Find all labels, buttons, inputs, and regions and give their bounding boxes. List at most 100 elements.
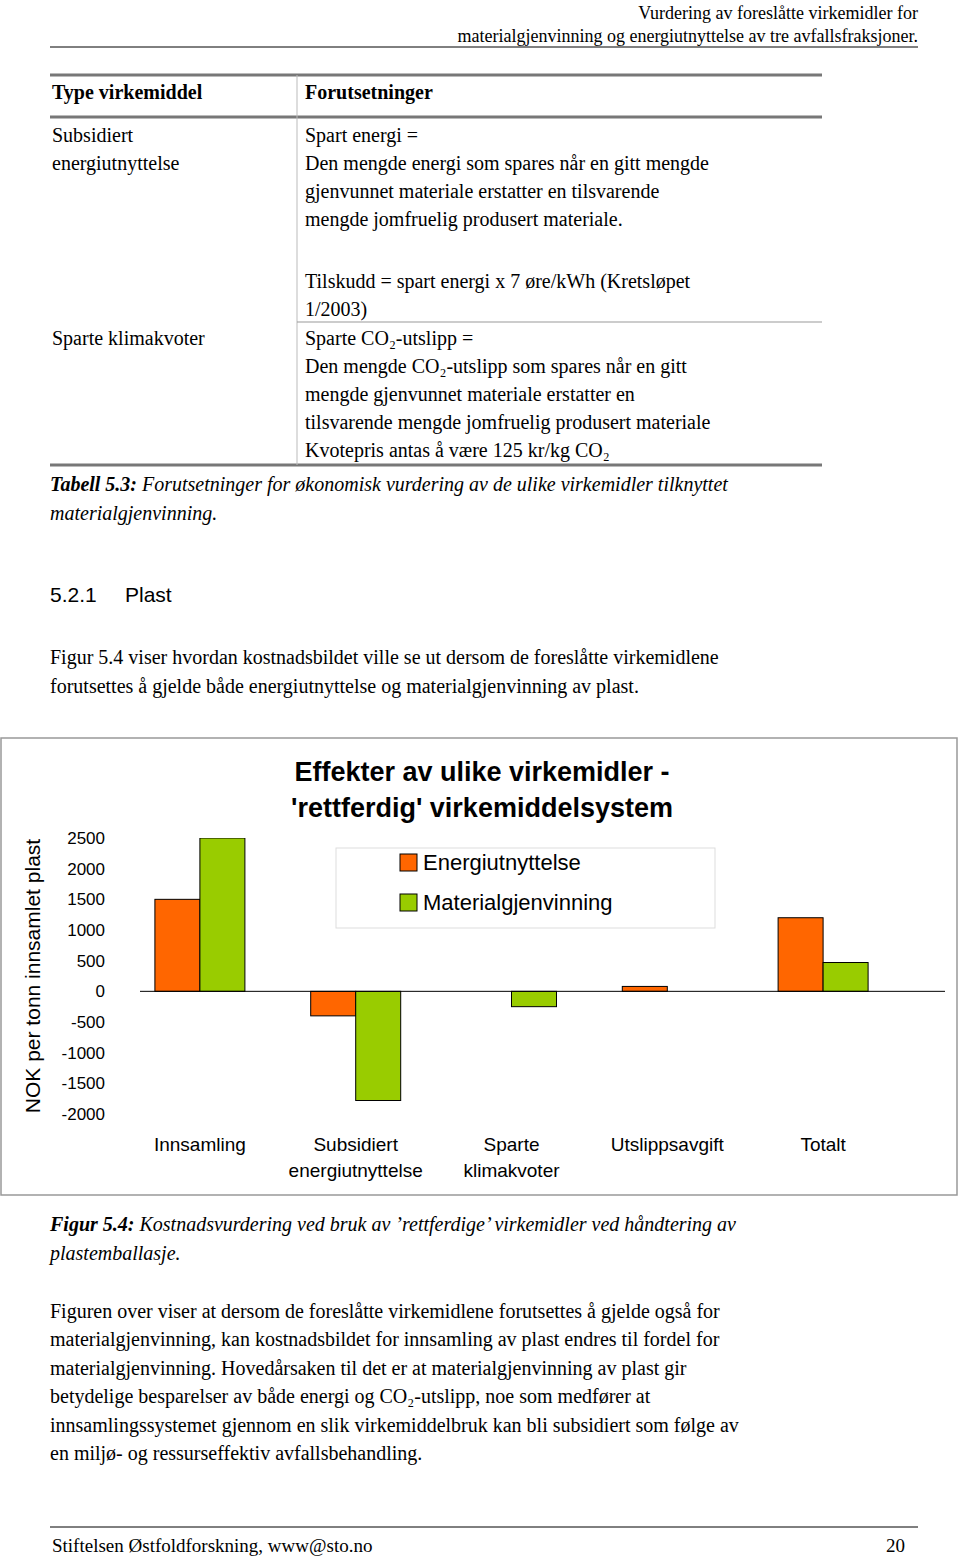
running-header: materialgjenvinning og energiutnyttelse … bbox=[457, 26, 918, 46]
table-cell: tilsvarende mengde jomfruelig produsert … bbox=[305, 411, 711, 434]
y-tick-label: -1500 bbox=[62, 1074, 105, 1093]
y-tick bbox=[110, 960, 116, 961]
x-tick-label-line: Subsidiert bbox=[313, 1134, 398, 1155]
chart-title: Effekter av ulike virkemidler - bbox=[294, 757, 669, 787]
paragraph-line: en miljø- og ressurseffektiv avfallsbeha… bbox=[50, 1442, 422, 1465]
bar bbox=[311, 991, 356, 1016]
caption-text: Forutsetninger for økonomisk vurdering a… bbox=[141, 473, 728, 496]
x-tick-label: Utslippsavgift bbox=[611, 1134, 725, 1155]
running-header: Vurdering av foreslåtte virkemidler for bbox=[638, 3, 918, 23]
y-tick-label: -500 bbox=[71, 1013, 105, 1032]
figure-caption: plastemballasje. bbox=[48, 1242, 181, 1265]
paragraph-line: forutsettes å gjelde både energiutnyttel… bbox=[50, 675, 639, 698]
table: Type virkemiddel Forutsetninger Subsidiert… bbox=[50, 75, 822, 465]
legend-label: Energiutnyttelse bbox=[423, 850, 581, 875]
section-number: 5.2.1 bbox=[50, 583, 97, 606]
table-cell: Kvotepris antas å være 125 kr/kg CO₂ bbox=[305, 439, 610, 462]
table-cell: 1/2003) bbox=[305, 298, 367, 321]
legend: Energiutnyttelse Materialgjenvinning bbox=[336, 848, 715, 928]
table-cell: energiutnyttelse bbox=[52, 152, 179, 175]
caption-label: Tabell 5.3: bbox=[50, 473, 137, 495]
table-cell: Tilskudd = spart energi x 7 øre/kWh (Kre… bbox=[305, 270, 691, 293]
table-cell: mengde gjenvunnet materiale erstatter en bbox=[305, 383, 635, 406]
paragraph-line: innsamlingssystemet gjennom en slik virk… bbox=[50, 1414, 739, 1437]
y-axis-label: NOK per tonn innsamlet plast bbox=[21, 839, 44, 1113]
x-tick-label-line: Innsamling bbox=[154, 1134, 246, 1155]
table-cell: Spart energi = bbox=[305, 124, 418, 147]
table-caption: materialgjenvinning. bbox=[50, 502, 217, 525]
table-cell: Subsidiert bbox=[52, 124, 134, 146]
caption-label: Figur 5.4: bbox=[49, 1213, 134, 1236]
table-cell: Den mengde energi som spares når en gitt… bbox=[305, 152, 709, 175]
y-tick bbox=[110, 1114, 116, 1115]
table-rule bbox=[50, 464, 822, 467]
table-rule bbox=[50, 74, 822, 77]
x-axis bbox=[140, 991, 945, 992]
y-tick bbox=[110, 991, 116, 992]
legend-swatch bbox=[400, 854, 417, 871]
x-tick-label-line: Totalt bbox=[800, 1134, 846, 1155]
legend-swatch bbox=[400, 894, 417, 911]
table-cell: Sparte klimakvoter bbox=[52, 327, 205, 350]
x-tick-label-line: energiutnyttelse bbox=[289, 1160, 423, 1181]
y-tick-label: 2500 bbox=[67, 829, 105, 848]
y-tick bbox=[110, 868, 116, 869]
x-tick-label: Subsidiert energiutnyttelse bbox=[289, 1134, 423, 1181]
x-tick-label-line: Sparte bbox=[484, 1134, 540, 1155]
x-tick-label-line: Utslippsavgift bbox=[611, 1134, 725, 1155]
chart-title: 'rettferdig' virkemiddelsystem bbox=[291, 793, 673, 823]
chart-frame bbox=[1, 738, 957, 1195]
x-tick-label-line: klimakvoter bbox=[463, 1160, 560, 1181]
chart: NOK per tonn innsamlet plast Effekter av … bbox=[1, 738, 957, 1195]
table-header: Type virkemiddel bbox=[52, 81, 203, 104]
bar bbox=[200, 838, 245, 991]
page-number: 20 bbox=[886, 1535, 905, 1556]
y-tick-label: 2000 bbox=[67, 860, 105, 879]
y-tick bbox=[110, 1022, 116, 1023]
y-tick-label: 0 bbox=[96, 982, 105, 1001]
x-tick-label: Sparte klimakvoter bbox=[463, 1134, 560, 1181]
y-tick bbox=[110, 838, 116, 839]
table-cell: Den mengde CO₂-utslipp som spares når en… bbox=[305, 355, 687, 378]
table-cell: mengde jomfruelig produsert materiale. bbox=[305, 208, 623, 231]
header-rule bbox=[50, 47, 918, 48]
section-title: Plast bbox=[125, 583, 172, 606]
paragraph-line: betydelige besparelser av både energi og… bbox=[50, 1385, 651, 1408]
y-tick bbox=[110, 1083, 116, 1084]
y-tick bbox=[110, 1052, 116, 1053]
paragraph-line: Figuren over viser at dersom de foreslåt… bbox=[50, 1300, 720, 1323]
paragraph-line: materialgjenvinning, kan kostnadsbildet … bbox=[50, 1328, 720, 1351]
page: Vurdering av foreslåtte virkemidler for m… bbox=[0, 0, 960, 1557]
table-header: Forutsetninger bbox=[305, 81, 433, 104]
x-tick-label: Innsamling bbox=[154, 1134, 246, 1155]
y-tick-label: 500 bbox=[77, 952, 105, 971]
y-tick-label: -2000 bbox=[62, 1105, 105, 1124]
legend-label: Materialgjenvinning bbox=[423, 890, 613, 915]
bar bbox=[512, 991, 557, 1006]
bars bbox=[155, 838, 868, 1101]
background bbox=[0, 0, 960, 1557]
table-cell: gjenvunnet materiale erstatter en tilsva… bbox=[305, 180, 659, 203]
bar bbox=[622, 986, 667, 991]
table-caption: Tabell 5.3:Forutsetninger for økonomisk … bbox=[50, 473, 728, 496]
bar bbox=[778, 918, 823, 992]
paragraph-line: materialgjenvinning. Hovedårsaken til de… bbox=[50, 1357, 687, 1380]
bar bbox=[356, 991, 401, 1100]
y-tick-label: 1000 bbox=[67, 921, 105, 940]
legend-box bbox=[336, 848, 715, 928]
figure-caption: Figur 5.4:Kostnadsvurdering ved bruk av … bbox=[49, 1213, 736, 1236]
x-tick-label: Totalt bbox=[800, 1134, 846, 1155]
bar bbox=[155, 899, 200, 991]
table-rule bbox=[297, 322, 822, 323]
table-divider bbox=[297, 75, 298, 465]
y-tick bbox=[110, 899, 116, 900]
y-tick-label: 1500 bbox=[67, 890, 105, 909]
bar bbox=[823, 963, 868, 992]
caption-text: Kostnadsvurdering ved bruk av ’rettferdi… bbox=[138, 1213, 736, 1236]
footer-text: Stiftelsen Østfoldforskning, www@sto.no bbox=[52, 1535, 372, 1556]
y-tick bbox=[110, 930, 116, 931]
paragraph-line: Figur 5.4 viser hvordan kostnadsbildet v… bbox=[50, 646, 719, 669]
table-cell: Sparte CO₂-utslipp = bbox=[305, 327, 473, 350]
footer-rule bbox=[50, 1527, 918, 1528]
table-rule bbox=[50, 116, 822, 119]
